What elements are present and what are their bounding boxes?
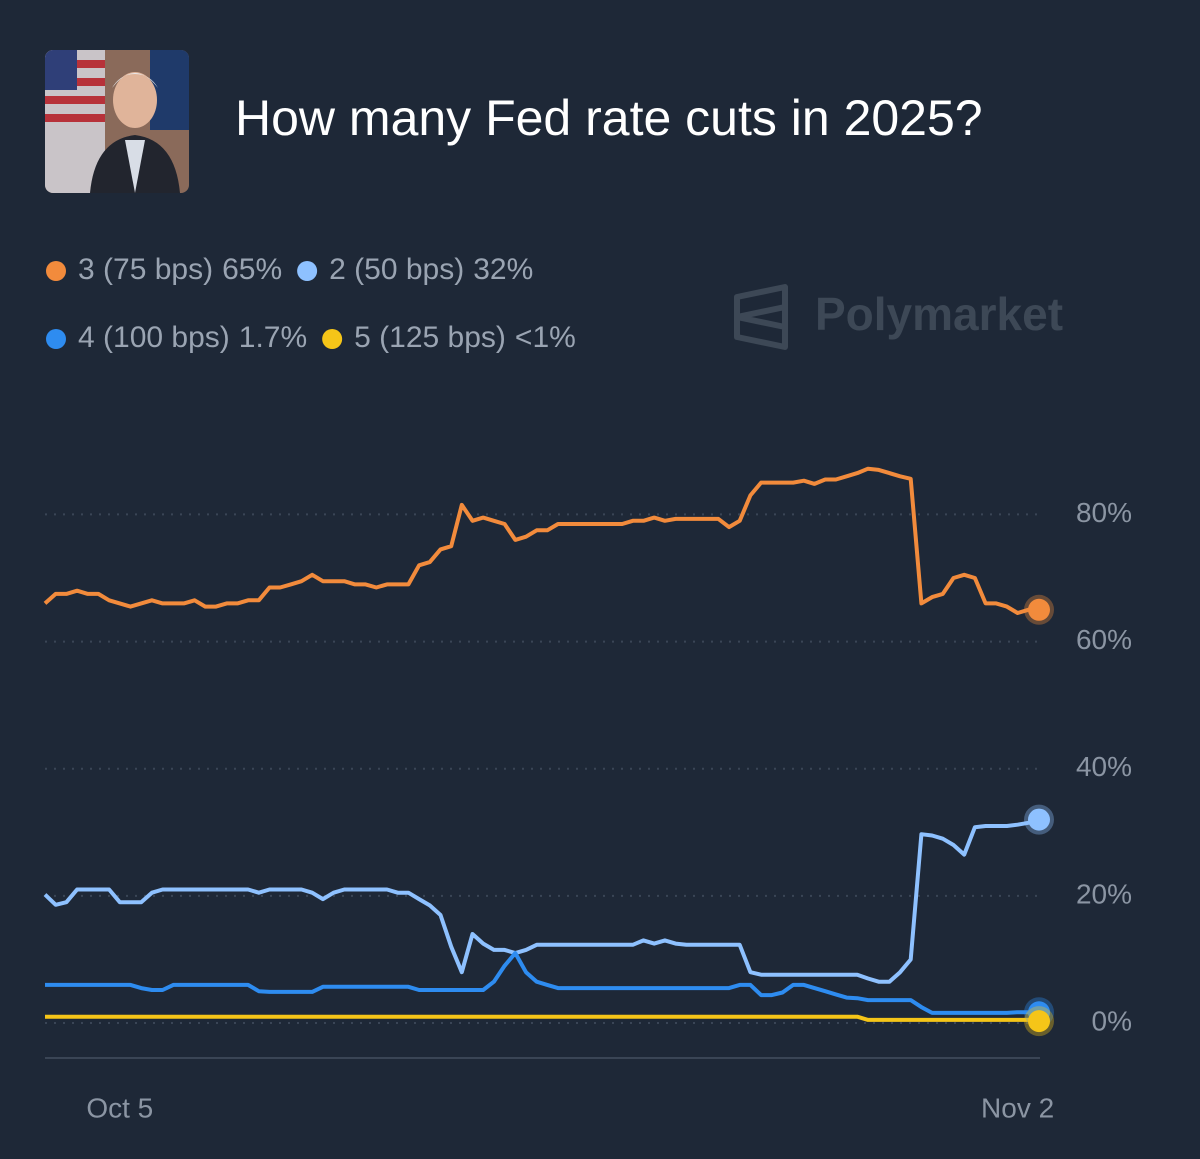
- x-tick-label: Oct 5: [86, 1092, 153, 1123]
- legend-swatch: [297, 261, 318, 281]
- y-tick-label: 20%: [1076, 878, 1132, 909]
- legend-value: 65%: [222, 253, 282, 286]
- legend-value: 32%: [473, 253, 533, 286]
- y-tick-label: 80%: [1076, 497, 1132, 528]
- legend-value: <1%: [515, 321, 576, 354]
- chart-title: How many Fed rate cuts in 2025?: [235, 90, 983, 146]
- y-tick-label: 40%: [1076, 751, 1132, 782]
- legend-name: 5 (125 bps): [354, 321, 506, 354]
- series-line: [45, 951, 1039, 1015]
- legend-swatch: [322, 329, 343, 349]
- end-dot: [1028, 808, 1050, 831]
- y-tick-label: 0%: [1092, 1005, 1132, 1036]
- legend-swatch: [46, 329, 66, 349]
- series-line: [43, 466, 1039, 615]
- watermark-text: Polymarket: [815, 288, 1063, 340]
- legend-label: 4 (100 bps) 1.7%: [78, 321, 307, 354]
- legend-label: 3 (75 bps) 65%: [78, 253, 282, 286]
- avatar: [45, 50, 189, 193]
- legend-name: 2 (50 bps): [329, 253, 464, 286]
- series-line: [45, 1014, 1040, 1024]
- x-tick-label: Nov 2: [981, 1092, 1054, 1123]
- end-dot: [1028, 598, 1050, 621]
- legend-name: 4 (100 bps): [78, 321, 230, 354]
- series-line: [43, 817, 1040, 984]
- legend-swatch: [46, 261, 66, 281]
- legend-value: 1.7%: [239, 321, 307, 354]
- watermark-logo: [734, 284, 788, 350]
- y-tick-label: 60%: [1076, 624, 1132, 655]
- end-dot: [1028, 1010, 1050, 1033]
- watermark: Polymarket: [734, 284, 1063, 350]
- legend-name: 3 (75 bps): [78, 253, 213, 286]
- legend-label: 5 (125 bps) <1%: [354, 321, 576, 354]
- legend-label: 2 (50 bps) 32%: [329, 253, 533, 286]
